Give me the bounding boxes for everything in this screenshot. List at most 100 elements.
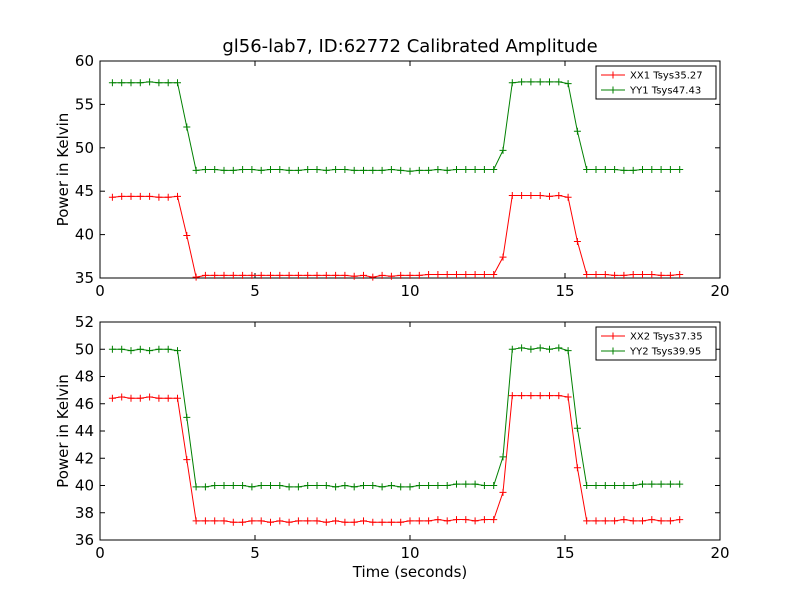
data-point <box>294 517 302 525</box>
data-point <box>276 271 284 279</box>
data-point <box>415 517 423 525</box>
data-point <box>257 517 265 525</box>
data-point <box>443 482 451 489</box>
data-point <box>425 517 433 525</box>
data-point <box>639 480 646 488</box>
data-point <box>601 517 609 525</box>
data-point <box>257 271 265 279</box>
data-point <box>620 166 628 174</box>
data-point <box>267 518 274 526</box>
data-point <box>146 393 154 401</box>
data-point <box>564 347 572 355</box>
data-point <box>387 482 395 489</box>
data-point <box>285 271 293 279</box>
data-point <box>490 482 498 489</box>
data-point <box>304 482 312 489</box>
x-tick-label: 20 <box>710 282 729 300</box>
data-point <box>397 271 405 279</box>
data-point <box>322 166 330 174</box>
x-tick-label: 10 <box>400 282 419 300</box>
data-point <box>406 271 414 279</box>
data-point <box>471 271 479 279</box>
y-tick-label: 46 <box>75 395 94 413</box>
data-point <box>341 271 349 279</box>
data-point <box>322 271 330 279</box>
data-point <box>108 394 116 402</box>
data-point <box>564 193 572 201</box>
data-point <box>378 518 386 526</box>
data-point <box>536 192 544 200</box>
y-tick-label: 36 <box>75 531 94 549</box>
data-point <box>666 480 674 488</box>
legend-marker <box>609 332 617 340</box>
data-point <box>666 166 674 173</box>
data-point <box>294 271 302 279</box>
data-point <box>304 166 312 173</box>
data-point <box>108 193 116 201</box>
data-point <box>304 517 312 525</box>
data-point <box>164 394 172 402</box>
data-point <box>118 345 126 353</box>
data-point <box>462 271 470 279</box>
data-point <box>220 166 228 174</box>
data-point <box>611 166 619 173</box>
data-point <box>648 516 656 524</box>
data-point <box>564 393 572 401</box>
data-point <box>155 394 163 402</box>
data-point <box>462 516 470 524</box>
data-point <box>499 146 507 154</box>
data-point <box>285 166 293 174</box>
data-point <box>201 483 209 491</box>
data-point <box>573 238 581 246</box>
data-point <box>174 192 181 200</box>
y-tick-label: 50 <box>75 340 94 358</box>
data-point <box>257 482 265 489</box>
x-tick-label: 15 <box>555 544 574 562</box>
data-point <box>629 166 637 174</box>
data-point <box>341 518 349 526</box>
legend-entry: YY2 Tsys39.95 <box>629 347 701 358</box>
y-tick-label: 42 <box>75 449 94 467</box>
x-tick-label: 5 <box>250 282 260 300</box>
x-tick-label: 5 <box>250 544 260 562</box>
data-point <box>508 192 516 200</box>
data-point <box>583 517 591 525</box>
data-point <box>369 273 377 281</box>
legend-entry: XX2 Tsys37.35 <box>630 332 703 343</box>
data-point <box>164 79 172 87</box>
data-point <box>527 345 535 353</box>
data-point <box>285 483 293 491</box>
data-point <box>183 123 191 131</box>
data-point <box>490 271 498 279</box>
data-point <box>211 482 219 489</box>
data-point <box>639 166 646 173</box>
data-point <box>518 392 526 400</box>
data-point <box>620 482 628 489</box>
data-point <box>546 192 553 200</box>
data-point <box>527 78 535 86</box>
data-point <box>666 271 674 279</box>
data-point <box>313 166 321 173</box>
y-tick-label: 60 <box>75 52 94 70</box>
data-point <box>378 483 386 491</box>
data-point <box>601 166 609 173</box>
data-point <box>229 518 237 526</box>
data-point <box>471 480 479 488</box>
data-point <box>174 347 181 355</box>
data-point <box>294 166 302 174</box>
y-tick-label: 48 <box>75 368 94 386</box>
data-point <box>527 392 535 400</box>
data-point <box>592 482 600 489</box>
data-point <box>555 392 563 400</box>
data-point <box>136 79 144 87</box>
data-point <box>332 166 340 173</box>
data-point <box>248 271 256 279</box>
data-point <box>118 192 126 200</box>
data-point <box>108 345 116 353</box>
data-point <box>155 345 163 353</box>
data-point <box>136 345 144 353</box>
data-point <box>220 271 228 279</box>
data-point <box>666 517 674 525</box>
data-point <box>601 271 609 279</box>
